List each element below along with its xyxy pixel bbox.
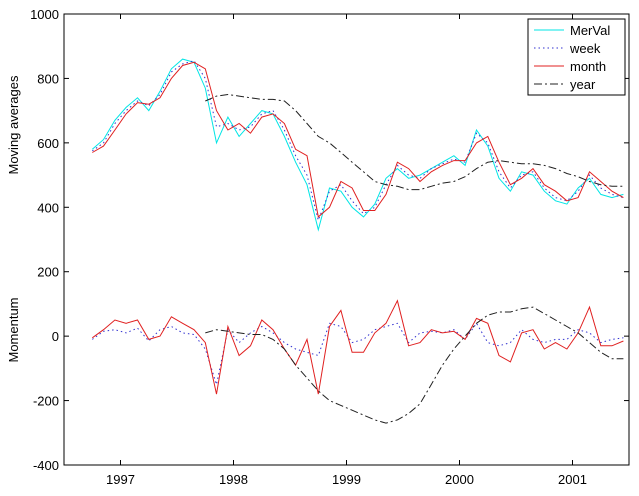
legend-label: week — [569, 41, 601, 56]
series-line — [205, 306, 624, 424]
x-tick-label: 1997 — [106, 472, 135, 487]
x-tick-label: 1999 — [332, 472, 361, 487]
x-tick-label: 2001 — [558, 472, 587, 487]
legend-box — [527, 18, 626, 96]
y-tick-label: 400 — [37, 200, 59, 215]
legend-label: MerVal — [570, 23, 610, 38]
plot-frame — [63, 13, 630, 466]
y-tick-label: 600 — [37, 136, 59, 151]
y-tick-label: 800 — [37, 71, 59, 86]
y-tick-label: 1000 — [30, 7, 59, 22]
y-tick-label: -400 — [33, 458, 59, 473]
x-tick-label: 2000 — [445, 472, 474, 487]
y-tick-label: 0 — [52, 329, 59, 344]
legend-label: year — [570, 77, 596, 92]
legend-label: month — [570, 59, 606, 74]
y-label: Momentum — [6, 297, 21, 362]
x-tick-label: 1998 — [219, 472, 248, 487]
y-tick-label: 200 — [37, 265, 59, 280]
series-line — [92, 61, 624, 218]
series-line — [92, 299, 624, 395]
series-line — [205, 93, 624, 191]
series-line — [92, 60, 624, 222]
y-label: Moving averages — [6, 75, 21, 174]
series-line — [91, 58, 624, 232]
y-tick-label: -200 — [33, 394, 59, 409]
